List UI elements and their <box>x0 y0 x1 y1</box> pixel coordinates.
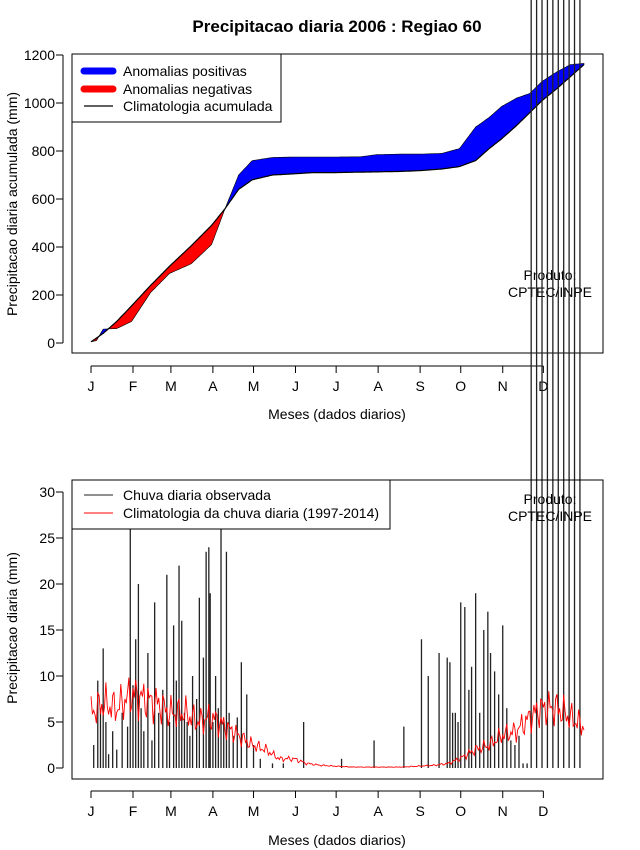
bottom-x-tick-label: M <box>248 803 260 819</box>
bottom-x-tick-label: J <box>292 803 299 819</box>
legend-positive-label: Anomalias positivas <box>123 63 247 79</box>
top-x-tick-label: J <box>292 378 299 394</box>
legend-negative-label: Anomalias negativas <box>123 81 252 97</box>
bottom-x-tick-label: O <box>455 803 466 819</box>
legend-clim-label: Climatologia acumulada <box>123 98 273 114</box>
top-y-axis-label: Precipitacao diaria acumulada (mm) <box>4 92 20 316</box>
bottom-y-tick-label: 5 <box>47 714 55 730</box>
top-x-tick-label: D <box>538 378 548 394</box>
top-legend: Anomalias positivas Anomalias negativas … <box>71 53 282 123</box>
top-x-tick-label: N <box>498 378 508 394</box>
bottom-x-tick-label: J <box>333 803 340 819</box>
top-y-tick-label: 200 <box>32 287 56 303</box>
top-y-tick-label: 1200 <box>24 47 55 63</box>
chart-title: Precipitacao diaria 2006 : Regiao 60 <box>192 17 481 36</box>
top-x-tick-label: J <box>88 378 95 394</box>
top-x-tick-label: M <box>248 378 260 394</box>
bottom-x-tick-label: F <box>129 803 138 819</box>
bottom-x-tick-label: S <box>415 803 424 819</box>
bottom-legend: Chuva diaria observada Climatologia da c… <box>71 479 391 530</box>
bottom-y-tick-label: 10 <box>39 668 55 684</box>
bottom-y-axis-label: Precipitacao diaria (mm) <box>4 552 20 704</box>
top-x-axis-label: Meses (dados diarios) <box>268 406 406 422</box>
legend-climdaily-label: Climatologia da chuva diaria (1997-2014) <box>123 505 379 521</box>
top-x-tick-label: J <box>333 378 340 394</box>
bottom-y-tick-label: 30 <box>39 484 55 500</box>
bottom-x-tick-label: M <box>165 803 177 819</box>
bottom-x-tick-label: D <box>538 803 548 819</box>
top-y-tick-label: 1000 <box>24 95 55 111</box>
top-x-tick-label: A <box>373 378 383 394</box>
climatology-cumulative-line <box>90 64 585 343</box>
top-credit-line2: CPTEC/INPE <box>508 284 592 300</box>
bottom-y-tick-label: 20 <box>39 576 55 592</box>
bottom-x-tick-label: A <box>373 803 383 819</box>
top-x-tick-label: M <box>165 378 177 394</box>
top-y-axis: 0 200 400 600 800 1000 1200 <box>24 47 64 351</box>
climatology-daily-line <box>90 677 585 768</box>
top-y-tick-label: 400 <box>32 239 56 255</box>
top-plot-frame <box>71 53 604 354</box>
legend-observed-label: Chuva diaria observada <box>123 487 271 503</box>
bottom-y-tick-label: 25 <box>39 530 55 546</box>
top-y-tick-label: 800 <box>32 143 56 159</box>
bottom-credit-line1: Produto: <box>524 491 577 507</box>
top-x-tick-label: A <box>208 378 218 394</box>
bottom-x-tick-label: J <box>88 803 95 819</box>
bottom-credit-line2: CPTEC/INPE <box>508 508 592 524</box>
top-y-tick-label: 0 <box>47 335 55 351</box>
bottom-y-tick-label: 0 <box>47 760 55 776</box>
top-x-tick-label: O <box>455 378 466 394</box>
bottom-panel: 0 5 10 15 20 25 30 J F M A M J J A S O N D Precipitacao d… <box>4 0 604 848</box>
bottom-plot-area <box>90 0 585 768</box>
bottom-y-axis: 0 5 10 15 20 25 30 <box>39 484 64 776</box>
bottom-x-tick-label: A <box>208 803 218 819</box>
bottom-x-tick-label: N <box>498 803 508 819</box>
top-x-tick-label: S <box>415 378 424 394</box>
top-x-tick-label: F <box>129 378 138 394</box>
top-panel: 0 200 400 600 800 1000 1200 J F M A M J J A S O N D Preci… <box>4 47 604 422</box>
bottom-x-axis-label: Meses (dados diarios) <box>268 832 406 848</box>
bottom-legend-box <box>71 479 391 530</box>
top-y-tick-label: 600 <box>32 191 56 207</box>
bottom-y-tick-label: 15 <box>39 622 55 638</box>
